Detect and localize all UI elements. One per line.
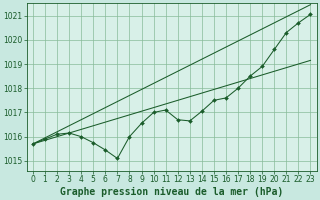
X-axis label: Graphe pression niveau de la mer (hPa): Graphe pression niveau de la mer (hPa) (60, 186, 283, 197)
